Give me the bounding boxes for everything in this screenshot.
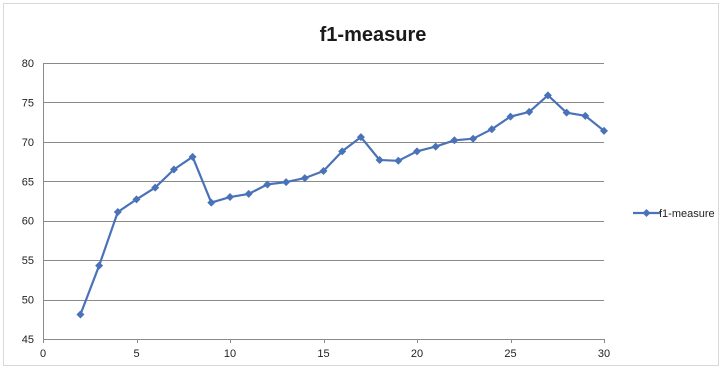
data-point-x11 <box>244 189 253 198</box>
data-point-x5 <box>132 195 141 204</box>
x-tick-label: 30 <box>598 348 610 360</box>
data-point-x25 <box>506 112 515 121</box>
x-tick-label: 5 <box>133 348 139 360</box>
data-point-x4 <box>113 208 122 217</box>
data-point-x16 <box>338 147 347 156</box>
legend: f1-measure <box>633 208 715 220</box>
data-point-x18 <box>375 155 384 164</box>
data-point-x10 <box>226 193 234 202</box>
data-point-x7 <box>169 165 178 174</box>
y-tick-label: 65 <box>22 176 34 188</box>
data-point-x20 <box>413 147 421 156</box>
x-tick-label: 20 <box>411 348 423 360</box>
data-point-x6 <box>151 183 160 192</box>
y-tick-label: 80 <box>22 58 34 70</box>
chart-title: f1-measure <box>320 24 427 46</box>
series-line-f1-measure <box>79 94 605 315</box>
y-tick-label: 75 <box>22 97 34 109</box>
y-tick-label: 60 <box>22 216 34 228</box>
x-tick-label: 15 <box>317 348 329 360</box>
y-tick-label: 55 <box>22 255 34 267</box>
data-point-x28 <box>562 108 571 117</box>
data-point-x24 <box>487 125 496 134</box>
data-point-x17 <box>356 133 365 142</box>
y-tick-label: 70 <box>22 137 34 149</box>
gridlines <box>43 63 604 301</box>
legend-marker <box>642 209 651 217</box>
series-group <box>76 91 608 319</box>
y-tick-label: 50 <box>22 295 34 307</box>
data-point-x23 <box>469 134 478 143</box>
data-point-x15 <box>319 167 328 176</box>
data-point-x26 <box>525 107 534 116</box>
legend-label: f1-measure <box>659 208 715 220</box>
data-point-x9 <box>207 198 216 207</box>
data-point-x27 <box>543 91 552 100</box>
axes <box>43 63 605 343</box>
data-point-x29 <box>581 111 590 120</box>
data-point-x19 <box>394 156 403 165</box>
x-tick-label: 10 <box>224 348 236 360</box>
data-point-x21 <box>431 142 440 151</box>
data-point-x30 <box>600 126 608 135</box>
data-point-x2 <box>76 310 85 319</box>
x-tick-label: 25 <box>504 348 516 360</box>
y-tick-label: 45 <box>22 334 34 346</box>
x-tick-labels: 0 5 10 15 20 25 30 <box>40 348 610 360</box>
y-tick-labels: 45 50 55 60 65 70 75 80 <box>22 58 34 346</box>
data-point-x12 <box>263 180 272 189</box>
data-point-x13 <box>282 178 291 187</box>
data-point-x3 <box>95 261 104 270</box>
data-point-x14 <box>300 174 309 183</box>
x-tick-label: 0 <box>40 348 46 360</box>
data-point-x22 <box>450 136 459 145</box>
data-point-x8 <box>188 152 197 161</box>
